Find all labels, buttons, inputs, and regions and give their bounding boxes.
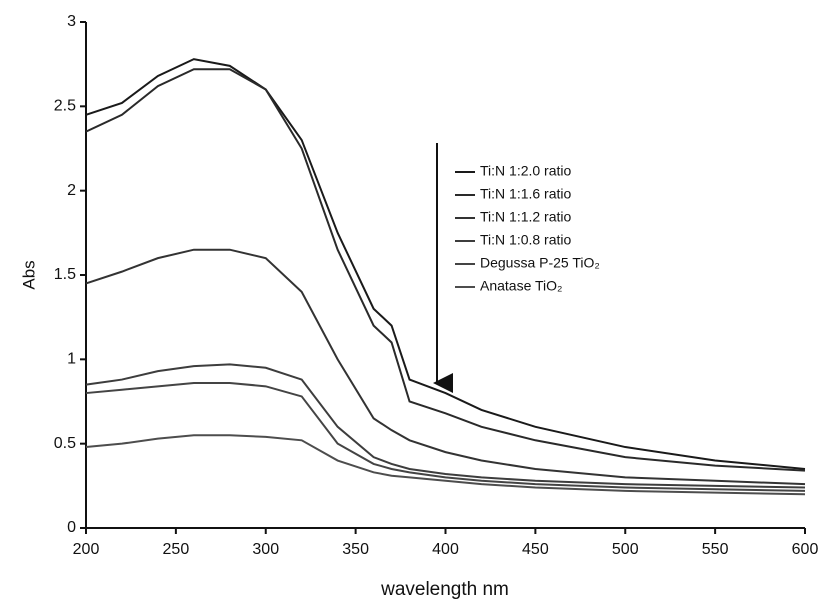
data-line bbox=[85, 58, 806, 470]
x-tick-label: 550 bbox=[702, 541, 729, 558]
x-tick-label: 600 bbox=[792, 541, 819, 558]
x-axis-label: wavelength nm bbox=[380, 579, 509, 600]
y-axis-label: Abs bbox=[19, 260, 38, 289]
y-tick-label: 1 bbox=[67, 351, 76, 368]
legend-label: Ti:N 1:2.0 ratio bbox=[480, 163, 572, 179]
data-line bbox=[85, 68, 806, 472]
x-tick-label: 400 bbox=[432, 541, 459, 558]
legend-label: Degussa P-25 TiO₂ bbox=[480, 255, 600, 271]
legend-label: Anatase TiO₂ bbox=[480, 278, 562, 294]
y-tick-label: 1.5 bbox=[54, 266, 76, 283]
y-tick-label: 3 bbox=[67, 13, 76, 30]
legend-label: Ti:N 1:0.8 ratio bbox=[480, 232, 572, 248]
legend-label: Ti:N 1:1.6 ratio bbox=[480, 186, 572, 202]
x-tick-label: 300 bbox=[252, 541, 279, 558]
y-tick-label: 0 bbox=[67, 519, 76, 536]
data-line bbox=[85, 363, 806, 489]
x-tick-label: 450 bbox=[522, 541, 549, 558]
data-line bbox=[85, 381, 806, 492]
y-tick-label: 0.5 bbox=[54, 435, 76, 452]
x-tick-label: 500 bbox=[612, 541, 639, 558]
x-tick-label: 200 bbox=[73, 541, 100, 558]
x-tick-label: 250 bbox=[163, 541, 190, 558]
data-line bbox=[85, 434, 806, 496]
data-line bbox=[85, 248, 806, 486]
legend-label: Ti:N 1:1.2 ratio bbox=[480, 209, 572, 225]
y-tick-label: 2 bbox=[67, 182, 76, 199]
y-tick-label: 2.5 bbox=[54, 98, 76, 115]
x-tick-label: 350 bbox=[342, 541, 369, 558]
